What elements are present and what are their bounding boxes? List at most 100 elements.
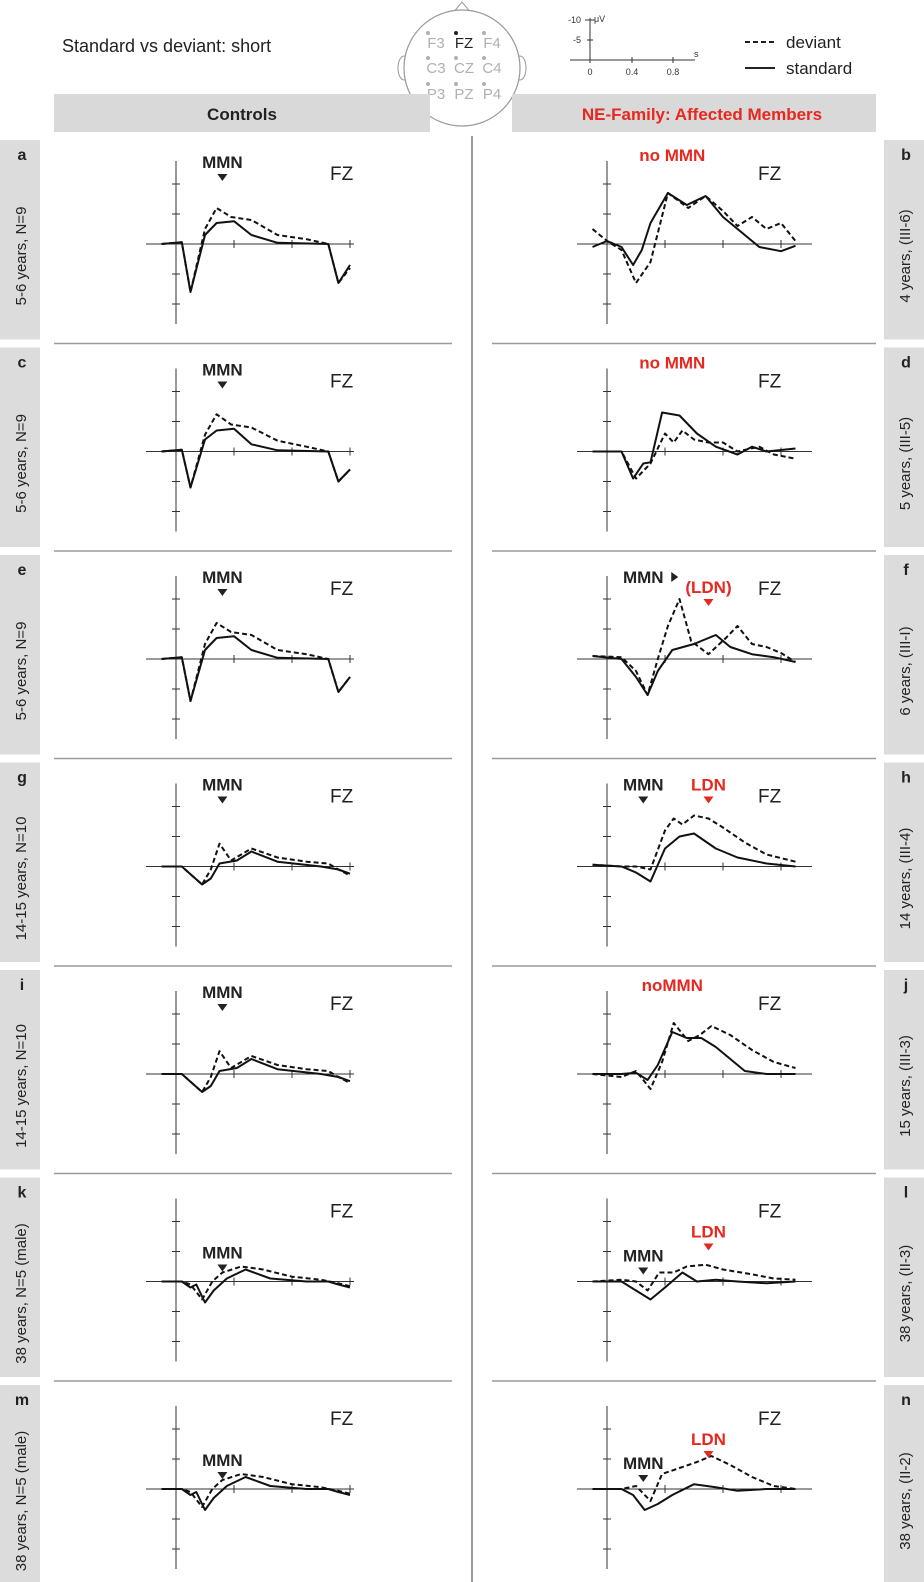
electrode-name: FZ — [330, 164, 354, 185]
panel-f: f 6 years, (III-I) FZ MMN (LDN) — [492, 550, 924, 755]
electrode-dot — [426, 31, 430, 35]
deviant-line — [592, 814, 796, 871]
panel-e: e 5-6 years, N=9 FZ MMN — [0, 550, 452, 755]
electrode-label: F3 — [427, 35, 445, 52]
panel-n: n 38 years, (II-2) FZ MMN LDN — [492, 1380, 924, 1582]
side-tab — [0, 140, 40, 340]
standard-line — [161, 850, 351, 886]
group-label: 14-15 years, N=10 — [13, 817, 30, 941]
annotation-label: LDN — [691, 776, 726, 795]
electrode-dot — [482, 31, 486, 35]
panel-letter: b — [901, 147, 911, 164]
deviant-line — [161, 413, 351, 489]
group-label: 15 years, (III-3) — [897, 1035, 914, 1137]
scale-y-top-label: -10 — [568, 15, 581, 25]
group-label: 5-6 years, N=9 — [13, 414, 30, 513]
panel-k: k 38 years, N=5 (male) FZ MMN — [0, 1172, 452, 1377]
family-header-label: NE-Family: Affected Members — [582, 105, 822, 124]
electrode-head-diagram: F3 FZ F4 C3 CZ C4 P3 PZ P4 — [397, 1, 527, 127]
annotation-label: MMN — [202, 361, 243, 380]
electrode-label: CZ — [454, 60, 474, 77]
electrode-label: PZ — [454, 86, 473, 103]
group-label: 38 years, N=5 (male) — [13, 1223, 30, 1363]
electrode-label: C3 — [426, 60, 445, 77]
standard-line — [161, 220, 351, 293]
electrode-name: FZ — [330, 1202, 354, 1223]
standard-line — [592, 634, 796, 696]
standard-line — [161, 635, 351, 702]
deviant-line — [592, 429, 796, 480]
group-label: 5-6 years, N=9 — [13, 207, 30, 306]
electrode-name: FZ — [330, 372, 354, 393]
scale-y-mid-label: -5 — [573, 35, 581, 45]
electrode-dot — [454, 82, 458, 86]
standard-line — [592, 1483, 796, 1511]
scale-bar: -10 μV -5 s 0 0.4 0.8 — [568, 14, 699, 77]
group-label: 38 years, (II-2) — [897, 1452, 914, 1550]
side-tab — [0, 762, 40, 962]
panel-letter: i — [20, 977, 24, 994]
scale-x-tick-1: 0.4 — [626, 67, 639, 77]
side-tab — [884, 1177, 924, 1377]
annotation-label: no MMN — [639, 146, 705, 165]
annotation-label: MMN — [623, 1247, 664, 1266]
legend-deviant-label: deviant — [786, 33, 841, 52]
head-outline-shape — [403, 9, 521, 127]
panel-letter: m — [15, 1392, 29, 1409]
electrode-dot — [426, 56, 430, 60]
side-tab — [0, 555, 40, 755]
deviant-line — [592, 598, 797, 696]
standard-line — [161, 1476, 351, 1511]
panel-a: a 5-6 years, N=9 FZ MMN — [0, 140, 354, 340]
annotation-arrow — [703, 1451, 714, 1458]
electrode-dot — [454, 31, 458, 35]
panel-g: g 14-15 years, N=10 FZ MMN — [0, 757, 452, 962]
deviant-line — [161, 1473, 351, 1508]
electrode-name: FZ — [758, 164, 782, 185]
side-tab — [0, 347, 40, 547]
panel-letter: a — [18, 147, 27, 164]
side-tab — [884, 762, 924, 962]
electrode-label: F4 — [483, 35, 501, 52]
annotation-arrow — [217, 589, 228, 596]
side-tab — [0, 970, 40, 1170]
standard-line — [592, 1031, 796, 1081]
electrode-name: FZ — [758, 994, 782, 1015]
annotation-arrow — [638, 1267, 649, 1275]
standard-line — [161, 427, 351, 489]
annotation-label: MMN — [202, 153, 243, 172]
annotation-label: MMN — [202, 1244, 243, 1263]
annotation-arrow — [703, 1243, 714, 1251]
electrode-name: FZ — [758, 579, 782, 600]
side-tab — [0, 1177, 40, 1377]
deviant-line — [161, 1050, 351, 1093]
group-label: 4 years, (III-6) — [897, 209, 914, 302]
standard-line — [161, 1058, 351, 1093]
electrode-label: P4 — [483, 86, 501, 103]
electrode-label: FZ — [455, 35, 473, 52]
electrode-name: FZ — [758, 1409, 782, 1430]
scale-x-unit: s — [694, 49, 699, 59]
annotation-arrow — [217, 1004, 228, 1011]
panel-letter: g — [17, 770, 27, 787]
panel-letter: j — [903, 977, 908, 994]
family-header-bar — [512, 94, 876, 132]
panel-m: m 38 years, N=5 (male) FZ MMN — [0, 1380, 452, 1582]
panel-letter: k — [18, 1185, 27, 1202]
deviant-line — [161, 842, 351, 886]
panel-j: j 15 years, (III-3) FZ noMMN — [492, 965, 924, 1170]
deviant-line — [161, 207, 351, 293]
electrode-name: FZ — [330, 579, 354, 600]
annotation-arrow — [217, 381, 228, 389]
annotation-label: MMN — [623, 1454, 664, 1473]
annotation-label: (LDN) — [685, 578, 731, 597]
annotation-label: LDN — [691, 1430, 726, 1449]
electrode-name: FZ — [758, 372, 782, 393]
controls-header-label: Controls — [207, 105, 277, 124]
panel-letter: f — [903, 562, 909, 579]
deviant-line — [592, 1263, 796, 1292]
panel-letter: c — [18, 355, 27, 372]
controls-header-bar — [54, 94, 430, 132]
panel-d: d 5 years, (III-5) FZ no MMN — [492, 342, 924, 547]
group-label: 38 years, (II-3) — [897, 1245, 914, 1343]
